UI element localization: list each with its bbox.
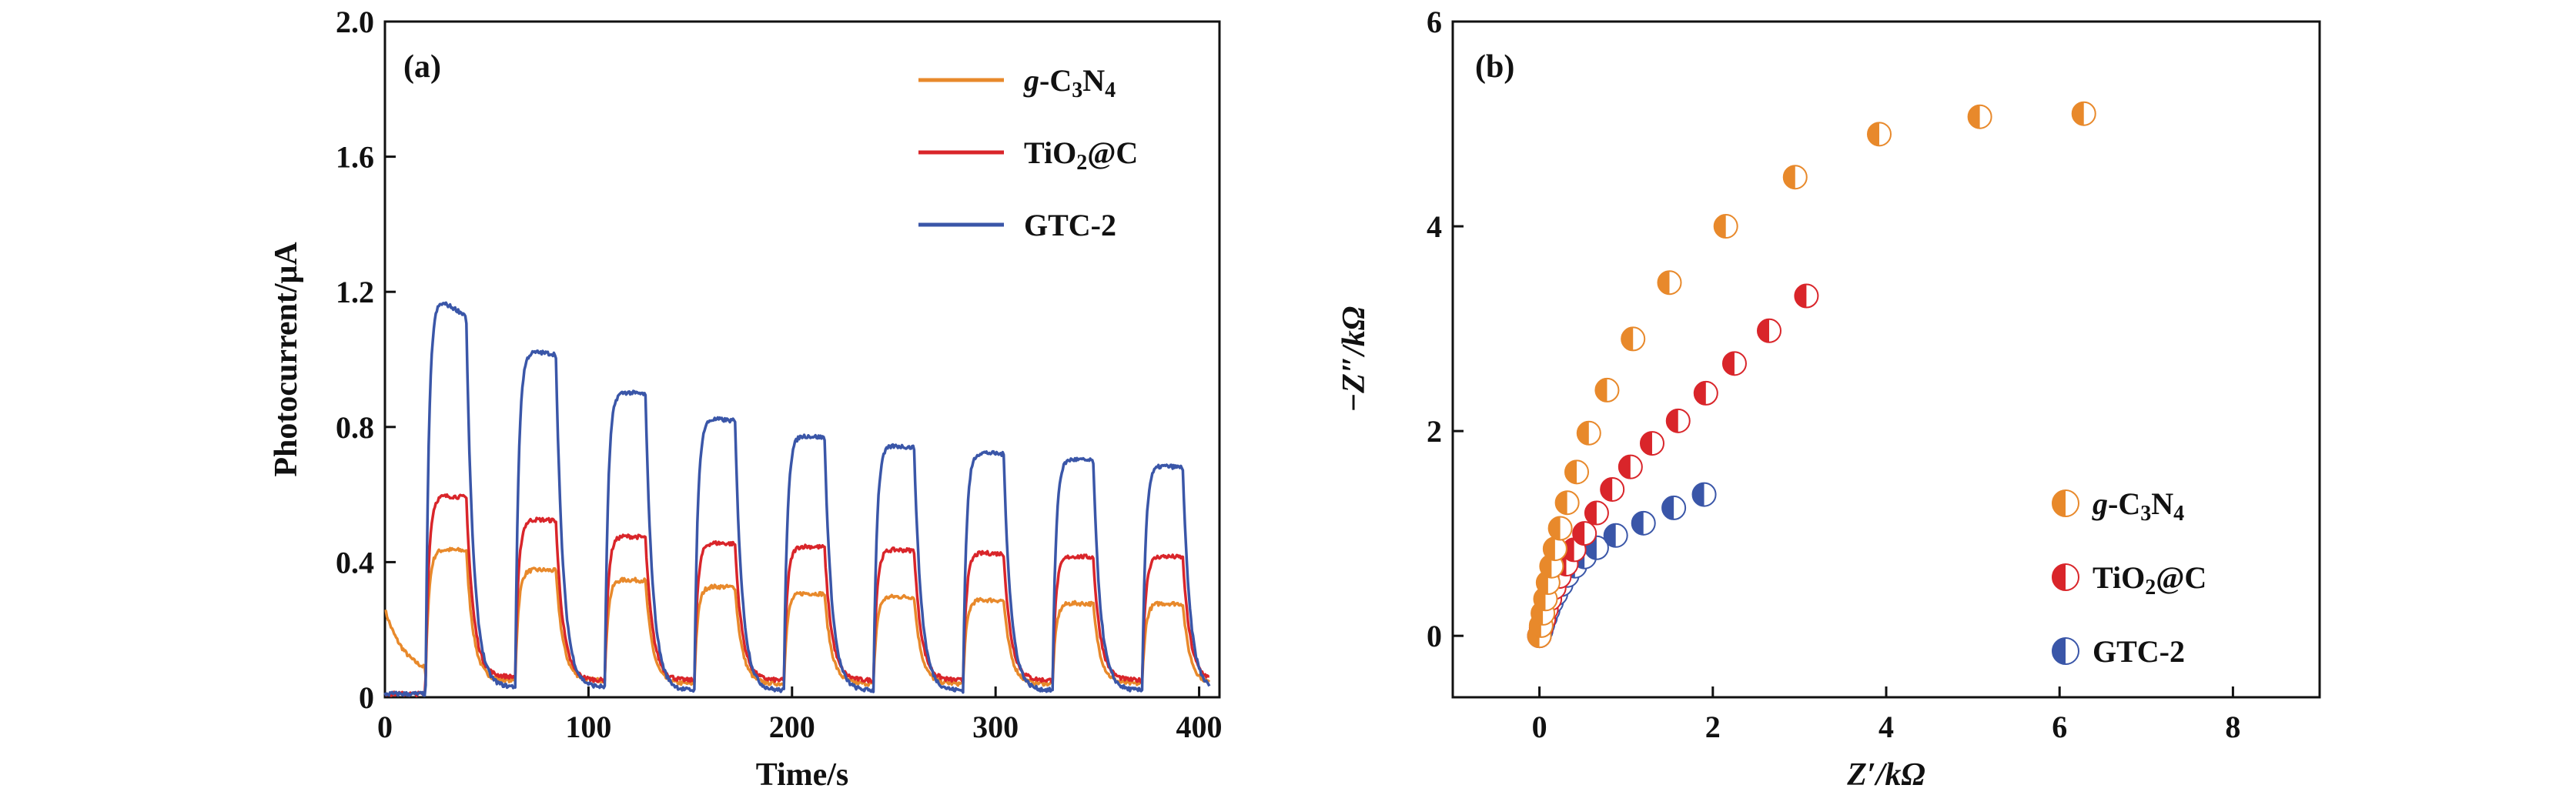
panel-b-point-GTC-2 [1631, 510, 1656, 536]
panel-a-series [383, 301, 1211, 697]
panel-b-y-tick-label: 2 [1427, 414, 1442, 449]
panel-b-legend-marker [2052, 637, 2079, 665]
panel-b-legend-label: TiO2@C [2093, 560, 2206, 600]
panel-b-label: (b) [1475, 49, 1514, 85]
panel-b-legend-label: GTC-2 [2093, 634, 2185, 669]
panel-b-legend-marker [2052, 489, 2079, 517]
panel-b-x-tick-label: 6 [2052, 710, 2067, 744]
panel-a-x-tick-label: 0 [377, 710, 393, 744]
panel-a-y-tick-label: 1.6 [336, 140, 374, 175]
panel-a-x-tick-label: 400 [1176, 710, 1223, 744]
panel-b-point-TiO2@C [1618, 454, 1643, 479]
panel-b-point-TiO2@C [1665, 408, 1691, 433]
panel-b-point-g-C3N4 [1554, 490, 1580, 516]
panel-a-y-tick-label: 1.2 [336, 275, 374, 309]
panel-b-point-g-C3N4 [1542, 536, 1567, 562]
panel-b-point-TiO2@C [1584, 500, 1609, 526]
panel-b-point-TiO2@C [1572, 521, 1597, 546]
panel-b-point-g-C3N4 [1621, 326, 1646, 352]
panel-a-legend-label: TiO2@C [1024, 135, 1138, 175]
panel-b-point-g-C3N4 [1539, 553, 1564, 579]
panel-b-legend: g-C3N4 TiO2@C GTC-2 [2052, 486, 2206, 669]
panel-a-chart: 0 100 200 300 400 0 0.4 0.8 1.2 1.6 2.0 (a) Time/s… [269, 5, 1223, 793]
panel-b-y-tick-label: 4 [1427, 209, 1442, 244]
panel-b-point-TiO2@C [1794, 283, 1819, 309]
panel-a-ticks: 0 100 200 300 400 0 0.4 0.8 1.2 1.6 2.0 [336, 5, 1223, 744]
panel-b-point-g-C3N4 [1594, 377, 1620, 402]
panel-b-point-GTC-2 [1603, 523, 1628, 548]
panel-b-y-axis-title: −Z″/kΩ [1337, 306, 1372, 413]
panel-b-series [1527, 101, 2096, 649]
panel-a-x-axis-title: Time/s [756, 757, 849, 793]
panel-b-y-tick-label: 0 [1427, 619, 1442, 653]
panel-a-label: (a) [403, 49, 441, 85]
panel-b-point-g-C3N4 [2071, 101, 2096, 126]
panel-b-ticks: 0 2 4 6 8 0 2 4 6 [1427, 5, 2240, 744]
panel-b-x-tick-label: 0 [1532, 710, 1547, 744]
panel-a-x-tick-label: 200 [769, 710, 815, 744]
panel-b-x-tick-label: 4 [1878, 710, 1894, 744]
panel-b-point-GTC-2 [1691, 482, 1717, 507]
panel-b-point-g-C3N4 [1547, 516, 1573, 541]
panel-b-y-tick-label: 6 [1427, 5, 1442, 39]
panel-a-series-line-TiO2@C [384, 493, 1210, 697]
panel-b-point-g-C3N4 [1657, 270, 1682, 296]
panel-a-x-tick-label: 100 [565, 710, 611, 744]
panel-a-y-tick-label: 0.4 [336, 545, 374, 580]
panel-b-legend-marker [2052, 563, 2079, 591]
panel-a-x-tick-label: 300 [972, 710, 1019, 744]
panel-b-x-tick-label: 8 [2225, 710, 2240, 744]
panel-b-x-axis-title: Z′/kΩ [1846, 757, 1925, 793]
panel-a-legend-label: g-C3N4 [1023, 63, 1116, 102]
panel-b-point-TiO2@C [1600, 476, 1625, 502]
panel-b-point-g-C3N4 [1967, 104, 1992, 129]
panel-b-point-g-C3N4 [1866, 122, 1892, 147]
panel-a-y-tick-label: 2.0 [336, 5, 374, 39]
panel-b-x-tick-label: 2 [1705, 710, 1721, 744]
panel-a-series-line-g-C3N4 [384, 546, 1211, 687]
panel-b-point-g-C3N4 [1576, 420, 1601, 446]
panel-a-plot-frame [383, 20, 1221, 699]
panel-a-y-tick-label: 0 [359, 680, 374, 715]
panel-b-point-GTC-2 [1661, 495, 1687, 520]
panel-a-legend-label: GTC-2 [1024, 208, 1116, 242]
panel-b-point-TiO2@C [1756, 318, 1781, 343]
panel-b-point-TiO2@C [1721, 351, 1747, 376]
panel-a-legend: g-C3N4 TiO2@C GTC-2 [918, 63, 1138, 242]
panel-b-plot-frame [1451, 20, 2321, 699]
panel-b-point-TiO2@C [1639, 431, 1664, 456]
panel-b-point-g-C3N4 [1713, 214, 1738, 239]
panel-b-point-g-C3N4 [1782, 165, 1808, 190]
panel-a-y-axis-title: Photocurrent/μA [269, 242, 304, 477]
panel-b-chart: 0 2 4 6 8 0 2 4 6 (b) Z′/kΩ −Z″/kΩ g-C3N4 TiO2@C G… [1337, 5, 2321, 793]
panel-b-point-g-C3N4 [1564, 459, 1590, 485]
panel-b-legend-label: g-C3N4 [2092, 486, 2184, 526]
panel-a-y-tick-label: 0.8 [336, 410, 374, 445]
panel-b-point-TiO2@C [1693, 380, 1718, 406]
panel-a-series-line-GTC-2 [383, 301, 1211, 697]
